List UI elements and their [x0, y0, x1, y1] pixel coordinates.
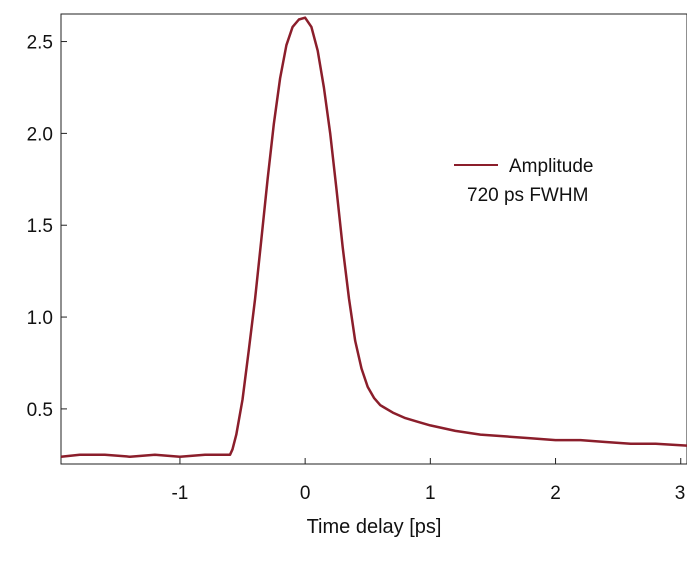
- legend-annotation: 720 ps FWHM: [467, 185, 588, 206]
- y-tick-label: 2.5: [27, 33, 53, 54]
- y-tick-label: 1.0: [27, 308, 53, 329]
- y-axis-ticks: 0.5 1.0 1.5 2.0 2.5: [27, 33, 67, 421]
- y-tick-label: 2.0: [27, 124, 53, 145]
- x-tick-label: 0: [300, 483, 311, 504]
- x-tick-label: 3: [675, 483, 686, 504]
- y-tick-label: 1.5: [27, 216, 53, 237]
- x-axis-label: Time delay [ps]: [307, 516, 442, 538]
- x-tick-label: 2: [550, 483, 561, 504]
- x-axis-ticks: -1 0 1 2 3: [171, 458, 685, 504]
- plot-frame: [60, 13, 687, 465]
- legend: Amplitude 720 ps FWHM: [454, 156, 594, 206]
- legend-label-amplitude: Amplitude: [509, 156, 594, 177]
- x-tick-label: 1: [425, 483, 436, 504]
- series-layer: [60, 16, 687, 458]
- series-line-amplitude: [60, 16, 687, 458]
- y-tick-label: 0.5: [27, 400, 53, 421]
- x-tick-label: -1: [171, 483, 188, 504]
